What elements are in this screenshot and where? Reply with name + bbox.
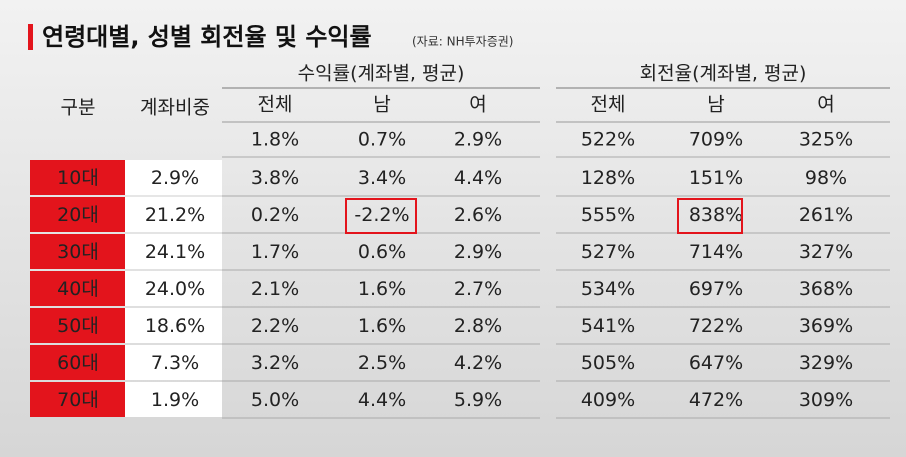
table: 수익률(계좌별, 평균) 회전율(계좌별, 평균) 구분 계좌비중 전체 남 여 전체 남 여 1.…	[30, 63, 890, 419]
column-header: 계좌비중	[140, 97, 210, 119]
highlight-box	[677, 198, 743, 234]
cell: 697%	[689, 278, 743, 300]
share-cell-bg	[125, 382, 222, 417]
cell: 0.2%	[251, 204, 299, 226]
share-cell-bg	[125, 197, 222, 232]
cell: -2.2%	[354, 204, 409, 226]
cell: 2.9%	[454, 241, 502, 263]
cell: 309%	[799, 389, 853, 411]
cell: 527%	[581, 241, 635, 263]
cell: 3.4%	[358, 167, 406, 189]
share-cell-bg	[125, 160, 222, 195]
cell: 2.8%	[454, 315, 502, 337]
age-label: 10대	[57, 167, 99, 189]
share-cell-bg	[125, 271, 222, 306]
cell: 2.6%	[454, 204, 502, 226]
cell: 1.7%	[251, 241, 299, 263]
column-header: 남	[707, 94, 724, 116]
cell: 522%	[581, 129, 635, 151]
cell: 369%	[799, 315, 853, 337]
cell: 24.0%	[145, 278, 205, 300]
cell: 709%	[689, 129, 743, 151]
cell: 3.8%	[251, 167, 299, 189]
age-cell-bg	[30, 308, 125, 343]
cell: 21.2%	[145, 204, 205, 226]
group-header: 수익률(계좌별, 평균)	[298, 63, 465, 85]
share-cell-bg	[125, 308, 222, 343]
column-header: 구분	[61, 97, 96, 119]
cell: 1.6%	[358, 315, 406, 337]
group-header: 회전율(계좌별, 평균)	[640, 63, 807, 85]
cell: 7.3%	[151, 352, 199, 374]
cell: 541%	[581, 315, 635, 337]
cell: 1.8%	[251, 129, 299, 151]
column-header: 전체	[591, 94, 626, 116]
cell: 409%	[581, 389, 635, 411]
age-cell-bg	[30, 234, 125, 269]
cell: 722%	[689, 315, 743, 337]
cell: 368%	[799, 278, 853, 300]
cell: 1.6%	[358, 278, 406, 300]
cell: 325%	[799, 129, 853, 151]
source: (자료: NH투자증권)	[412, 35, 513, 49]
title: 연령대별, 성별 회전율 및 수익률	[42, 23, 372, 51]
cell: 3.2%	[251, 352, 299, 374]
cell: 2.7%	[454, 278, 502, 300]
cell: 2.9%	[454, 129, 502, 151]
cell: 151%	[689, 167, 743, 189]
share-cell-bg	[125, 234, 222, 269]
cell: 714%	[689, 241, 743, 263]
cell: 2.2%	[251, 315, 299, 337]
age-label: 50대	[57, 315, 99, 337]
age-cell-bg	[30, 197, 125, 232]
age-label: 70대	[57, 389, 99, 411]
cell: 0.7%	[358, 129, 406, 151]
age-label: 60대	[57, 352, 99, 374]
column-header: 여	[469, 94, 486, 116]
cell: 838%	[689, 204, 743, 226]
share-cell-bg	[125, 345, 222, 380]
column-header: 남	[373, 94, 390, 116]
cell: 1.9%	[151, 389, 199, 411]
age-cell-bg	[30, 382, 125, 417]
column-header: 전체	[258, 94, 293, 116]
cell: 327%	[799, 241, 853, 263]
cell: 505%	[581, 352, 635, 374]
cell: 0.6%	[358, 241, 406, 263]
age-label: 20대	[57, 204, 99, 226]
cell: 5.9%	[454, 389, 502, 411]
cell: 24.1%	[145, 241, 205, 263]
cell: 4.2%	[454, 352, 502, 374]
cell: 472%	[689, 389, 743, 411]
cell: 647%	[689, 352, 743, 374]
cell: 18.6%	[145, 315, 205, 337]
cell: 261%	[799, 204, 853, 226]
cell: 2.9%	[151, 167, 199, 189]
cell: 128%	[581, 167, 635, 189]
cell: 4.4%	[358, 389, 406, 411]
cell: 2.1%	[251, 278, 299, 300]
age-cell-bg	[30, 345, 125, 380]
cell: 329%	[799, 352, 853, 374]
highlight-box	[345, 198, 417, 234]
age-cell-bg	[30, 271, 125, 306]
cell: 534%	[581, 278, 635, 300]
age-label: 40대	[57, 278, 99, 300]
cell: 4.4%	[454, 167, 502, 189]
cell: 555%	[581, 204, 635, 226]
column-header: 여	[817, 94, 834, 116]
cell: 2.5%	[358, 352, 406, 374]
age-cell-bg	[30, 160, 125, 195]
cell: 5.0%	[251, 389, 299, 411]
age-label: 30대	[57, 241, 99, 263]
cell: 98%	[805, 167, 847, 189]
title-accent	[28, 24, 33, 50]
